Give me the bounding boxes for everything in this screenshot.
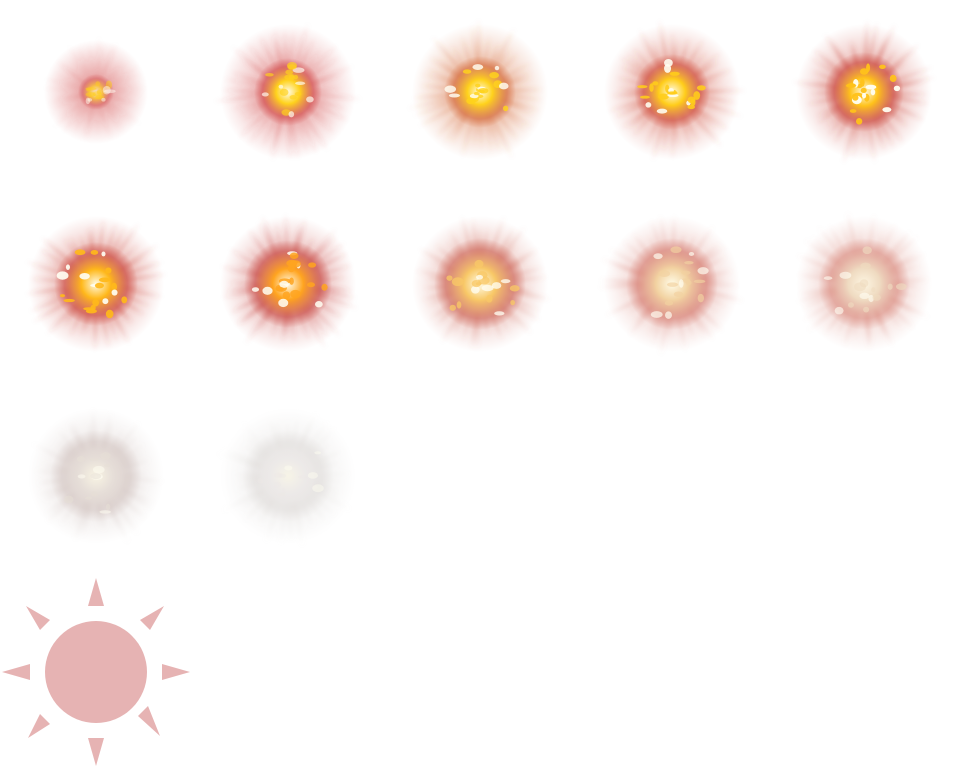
explosion-sparks (446, 259, 520, 316)
explosion-frame-6 (0, 192, 192, 384)
explosion-sparks (56, 249, 128, 319)
explosion-burst (25, 216, 167, 352)
explosion-burst (41, 35, 148, 144)
explosion-rays (41, 35, 147, 141)
explosion-frame-8 (384, 192, 576, 384)
explosion-frame-5 (768, 0, 960, 192)
explosion-burst (412, 216, 550, 352)
explosion-burst (213, 21, 363, 162)
explosion-sparks (63, 452, 112, 514)
explosion-burst (407, 18, 548, 160)
explosion-sparks (845, 63, 901, 125)
explosion-burst (220, 213, 358, 352)
explosion-burst (796, 212, 932, 352)
explosion-sparks (444, 64, 509, 112)
explosion-core (242, 430, 334, 522)
explosion-sparks (261, 62, 314, 118)
explosion-sparks (637, 58, 706, 114)
explosion-burst (28, 408, 164, 544)
explosion-frame-4 (576, 0, 768, 192)
explosion-burst (217, 408, 356, 547)
explosion-burst (598, 214, 744, 356)
explosion-sparks (85, 80, 116, 105)
explosion-frame-10 (768, 192, 960, 384)
explosion-sparks (823, 246, 907, 315)
explosion-frame-3 (384, 0, 576, 192)
explosion-frame-11 (0, 384, 192, 576)
explosion-frame-7 (192, 192, 384, 384)
explosion-sparks (257, 451, 324, 497)
explosion-frame-2 (192, 0, 384, 192)
explosion-frame-9 (576, 192, 768, 384)
explosion-burst (792, 20, 936, 164)
explosion-frame-1 (0, 0, 192, 192)
sun-icon (0, 576, 192, 768)
explosion-sparks (650, 246, 709, 319)
explosion-burst (604, 19, 747, 161)
explosion-sparks (251, 251, 328, 308)
explosion-frame-12 (192, 384, 384, 576)
